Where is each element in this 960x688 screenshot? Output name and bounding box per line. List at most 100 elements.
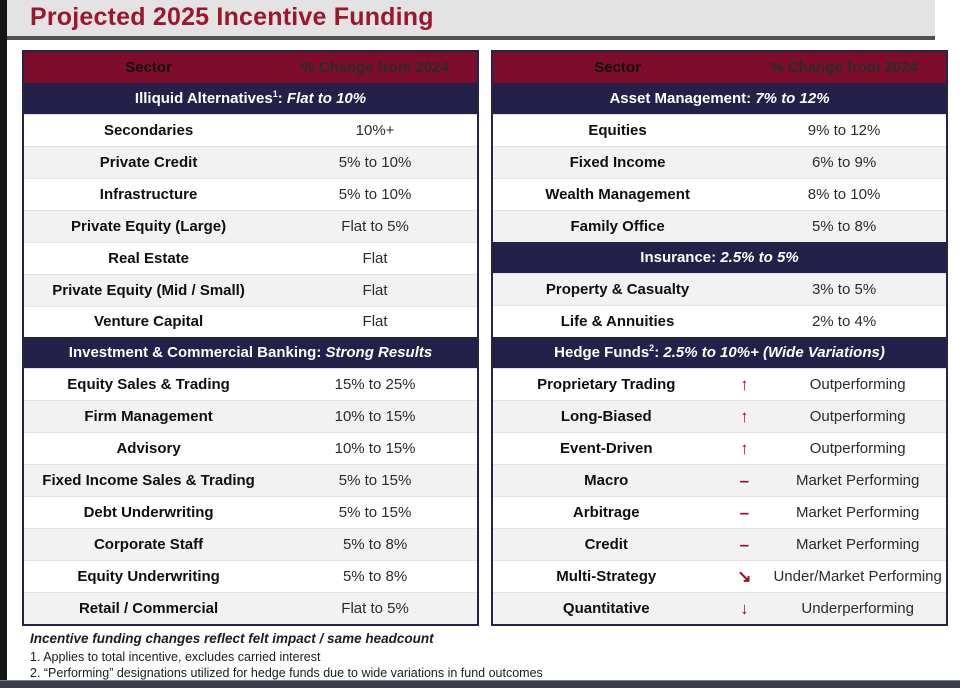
sector-name: Equity Underwriting — [77, 567, 220, 585]
sector-name: Corporate Staff — [93, 536, 204, 554]
sector-value: 2% to 4% — [811, 313, 877, 330]
footnote-emphasis: Incentive funding changes reflect felt i… — [30, 631, 434, 646]
table-row: Equities 9% to 12% — [493, 114, 946, 146]
footnotes: Incentive funding changes reflect felt i… — [30, 631, 940, 680]
trend-flat-icon: – — [739, 470, 750, 490]
sector-value: Flat to 5% — [341, 217, 409, 235]
sector-name: Wealth Management — [545, 186, 690, 203]
sector-value: 5% to 8% — [342, 567, 408, 585]
footnote-ref: 1 — [272, 88, 278, 99]
footnote-1: 1. Applies to total incentive, excludes … — [30, 650, 321, 664]
sector-name: Multi-Strategy — [556, 568, 657, 585]
trend-flat-icon: – — [739, 534, 750, 554]
column-header-change: % Change from 2024 — [301, 58, 449, 76]
section-header-investment-commercial-banking: Investment & Commercial Banking: Strong … — [24, 337, 477, 369]
table-left: Sector % Change from 2024 Illiquid Alter… — [22, 50, 479, 626]
sector-name: Proprietary Trading — [537, 376, 676, 393]
trend-flat-icon: – — [739, 502, 750, 522]
sector-value: 5% to 10% — [338, 153, 412, 171]
sector-name: Life & Annuities — [560, 313, 675, 330]
column-header-change: % Change from 2024 — [770, 59, 918, 76]
page-bottom-bar — [0, 680, 960, 688]
section-title: Investment & Commercial Banking: Strong … — [68, 344, 433, 362]
table-row: Venture Capital Flat — [24, 305, 477, 338]
table-right: Sector % Change from 2024 Asset Manageme… — [491, 50, 948, 626]
sector-name: Equity Sales & Trading — [67, 376, 230, 394]
sector-value: Flat — [362, 313, 388, 331]
sector-value: 15% to 25% — [334, 376, 416, 394]
table-row: Corporate Staff 5% to 8% — [24, 528, 477, 560]
sector-name: Property & Casualty — [545, 281, 690, 298]
performance-label: Outperforming — [809, 440, 906, 457]
sector-name: Private Credit — [99, 153, 198, 171]
performance-label: Outperforming — [809, 408, 906, 425]
sector-value: 5% to 15% — [338, 504, 412, 522]
section-header-hedge-funds: Hedge Funds2: 2.5% to 10%+ (Wide Variati… — [493, 337, 946, 368]
table-row: Fixed Income 6% to 9% — [493, 146, 946, 178]
sector-name: Event-Driven — [559, 440, 653, 457]
sector-name: Macro — [584, 472, 629, 489]
table-row: Wealth Management 8% to 10% — [493, 178, 946, 210]
footnote-ref: 2 — [649, 343, 655, 353]
sector-value: 10% to 15% — [334, 440, 416, 458]
title-band: Projected 2025 Incentive Funding — [7, 0, 935, 40]
trend-up-icon: ↑ — [740, 438, 749, 458]
sector-name: Fixed Income Sales & Trading — [42, 472, 255, 490]
table-row: Family Office 5% to 8% — [493, 210, 946, 242]
table-row: Macro – Market Performing — [493, 464, 946, 496]
table-row: Credit – Market Performing — [493, 528, 946, 560]
sector-name: Advisory — [116, 440, 181, 458]
sector-value: Flat — [362, 281, 388, 299]
performance-label: Under/Market Performing — [773, 568, 942, 585]
sector-name: Debt Underwriting — [83, 504, 214, 522]
section-header-illiquid-alternatives: Illiquid Alternatives1: Flat to 10% — [24, 82, 477, 114]
trend-down-icon: ↓ — [740, 598, 749, 618]
table-row: Life & Annuities 2% to 4% — [493, 305, 946, 337]
trend-up-icon: ↑ — [740, 406, 749, 426]
section-title: Illiquid Alternatives1: Flat to 10% — [134, 88, 367, 107]
table-row: Retail / Commercial Flat to 5% — [24, 591, 477, 624]
table-row: Equity Sales & Trading 15% to 25% — [24, 368, 477, 400]
sector-value: 10% to 15% — [334, 408, 416, 426]
sector-value: 3% to 5% — [811, 281, 877, 298]
table-row: Advisory 10% to 15% — [24, 432, 477, 464]
sector-name: Venture Capital — [93, 313, 204, 331]
tables-container: Sector % Change from 2024 Illiquid Alter… — [22, 50, 948, 626]
page-title: Projected 2025 Incentive Funding — [30, 3, 434, 31]
section-header-asset-management: Asset Management: 7% to 12% — [493, 83, 946, 114]
sector-value: 5% to 8% — [342, 536, 408, 554]
table-row: Infrastructure 5% to 10% — [24, 177, 477, 210]
sector-name: Arbitrage — [572, 504, 640, 521]
performance-label: Market Performing — [795, 472, 920, 489]
column-header-sector: Sector — [594, 59, 641, 76]
sector-name: Credit — [584, 536, 628, 553]
performance-label: Underperforming — [801, 600, 914, 617]
sector-name: Fixed Income — [569, 154, 666, 171]
sector-name: Long-Biased — [560, 408, 652, 425]
table-row: Private Equity (Large) Flat to 5% — [24, 209, 477, 242]
table-row: Quantitative ↓ Underperforming — [493, 592, 946, 624]
sector-name: Retail / Commercial — [78, 599, 219, 617]
table-row: Firm Management 10% to 15% — [24, 400, 477, 433]
table-row: Multi-Strategy ↘ Under/Market Performing — [493, 560, 946, 592]
column-header-sector: Sector — [125, 58, 172, 76]
table-row: Debt Underwriting 5% to 15% — [24, 496, 477, 528]
section-header-insurance: Insurance: 2.5% to 5% — [493, 242, 946, 273]
sector-value: 6% to 9% — [811, 154, 877, 171]
sector-name: Private Equity (Mid / Small) — [52, 281, 245, 299]
table-row: Arbitrage – Market Performing — [493, 496, 946, 528]
sector-value: Flat to 5% — [341, 599, 409, 617]
table-column-headers: Sector % Change from 2024 — [24, 52, 477, 83]
sector-value: 10%+ — [355, 121, 395, 139]
trend-down-right-icon: ↘ — [737, 566, 752, 586]
footnote-2: 2. “Performing” designations utilized fo… — [30, 666, 543, 680]
performance-label: Market Performing — [795, 536, 920, 553]
table-row: Long-Biased ↑ Outperforming — [493, 400, 946, 432]
sector-name: Firm Management — [84, 408, 213, 426]
sector-name: Secondaries — [103, 121, 194, 139]
section-title: Asset Management: 7% to 12% — [609, 90, 830, 107]
sector-name: Real Estate — [108, 249, 189, 267]
section-title: Hedge Funds2: 2.5% to 10%+ (Wide Variati… — [554, 343, 885, 362]
table-row: Real Estate Flat — [24, 241, 477, 274]
sector-name: Quantitative — [562, 600, 650, 617]
